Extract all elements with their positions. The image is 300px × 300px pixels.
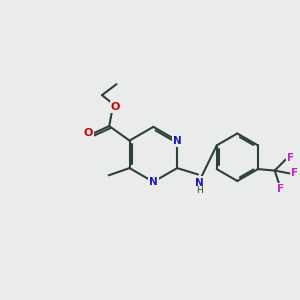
Text: F: F [291,169,298,178]
Text: N: N [173,136,182,146]
Text: F: F [277,184,284,194]
Text: N: N [149,177,158,187]
Text: O: O [111,102,120,112]
Text: N: N [195,178,204,188]
Text: H: H [196,186,203,195]
Text: O: O [83,128,93,138]
Text: F: F [287,153,294,163]
